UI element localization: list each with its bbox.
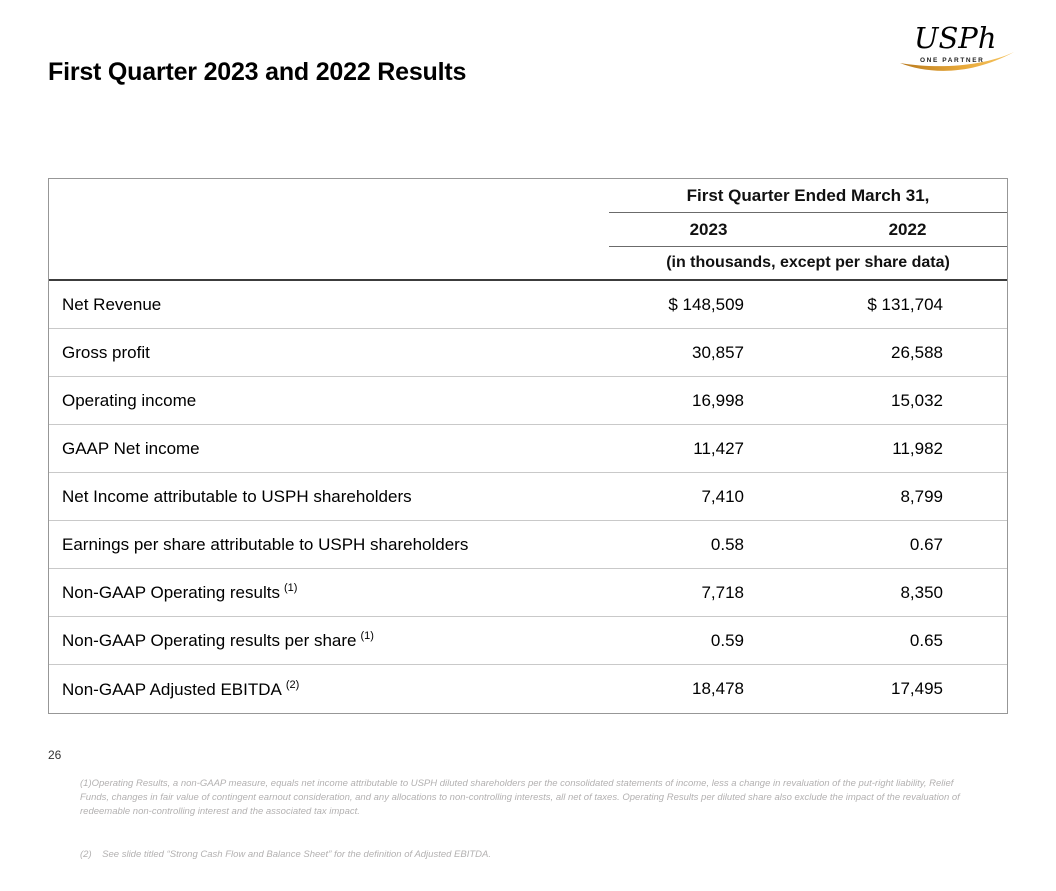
row-value-2022: 17,495 bbox=[891, 679, 943, 698]
row-label: Operating income bbox=[49, 390, 609, 411]
logo-tagline: ONE PARTNER bbox=[920, 57, 985, 64]
column-header-2023: 2023 bbox=[609, 213, 808, 247]
row-label-text: Gross profit bbox=[62, 343, 150, 362]
row-label-text: Non-GAAP Adjusted EBITDA bbox=[62, 679, 282, 699]
row-value-2022: 0.65 bbox=[909, 630, 943, 650]
row-label-text: Earnings per share attributable to USPH … bbox=[62, 535, 469, 554]
row-value-2023: 18,478 bbox=[692, 679, 744, 698]
row-value-2022: 11,982 bbox=[892, 438, 943, 458]
row-label-text: Non-GAAP Operating results bbox=[62, 583, 280, 602]
row-label: Non-GAAP Operating results per share (1) bbox=[49, 630, 609, 651]
row-value-2022: 26,588 bbox=[891, 342, 943, 362]
footnote-1: (1)Operating Results, a non-GAAP measure… bbox=[80, 777, 963, 818]
units-note: (in thousands, except per share data) bbox=[666, 254, 950, 271]
table-row-net-income-attributable: Net Income attributable to USPH sharehol… bbox=[49, 473, 1007, 521]
row-value-2023: 16,998 bbox=[692, 390, 744, 410]
table-header-period-row: First Quarter Ended March 31, bbox=[49, 179, 1007, 213]
row-value-2022: 15,032 bbox=[891, 390, 943, 410]
slide-footer: 26 (1)Operating Results, a non-GAAP meas… bbox=[48, 748, 1010, 891]
row-value-2022: 8,350 bbox=[900, 582, 943, 602]
row-value-2023: 11,427 bbox=[693, 438, 744, 458]
footnote-ref: (2) bbox=[285, 678, 300, 691]
logo-brand-text: USPh bbox=[914, 21, 997, 55]
table-row-nongaap-operating-results: Non-GAAP Operating results (1) 7,718 8,35… bbox=[49, 569, 1007, 617]
footnote-2: (2) See slide titled “Strong Cash Flow a… bbox=[80, 848, 492, 860]
row-label-text: Net Income attributable to USPH sharehol… bbox=[62, 487, 412, 506]
row-label-text: Operating income bbox=[62, 391, 197, 410]
row-value-2023: 7,718 bbox=[701, 582, 744, 602]
row-label: Non-GAAP Operating results (1) bbox=[49, 582, 609, 603]
row-value-2022: 8,799 bbox=[900, 486, 943, 506]
table-row-nongaap-adjusted-ebitda: Non-GAAP Adjusted EBITDA (2) 18,478 17,49… bbox=[49, 665, 1007, 713]
table-row-gaap-net-income: GAAP Net income 11,427 11,982 bbox=[49, 425, 1007, 473]
row-label-text: Net Revenue bbox=[62, 295, 162, 314]
row-label: Earnings per share attributable to USPH … bbox=[49, 534, 609, 555]
table-row-gross-profit: Gross profit 30,857 26,588 bbox=[49, 329, 1007, 377]
row-label: Net Revenue bbox=[49, 294, 609, 315]
table-header-units-row: (in thousands, except per share data) bbox=[49, 247, 1007, 281]
usph-logo: USPh ONE PARTNER bbox=[898, 24, 1016, 84]
table-row-nongaap-operating-results-per-share: Non-GAAP Operating results per share (1) … bbox=[49, 617, 1007, 665]
row-label-text: Non-GAAP Operating results per share bbox=[62, 631, 357, 650]
row-value-2023: $ 148,509 bbox=[668, 294, 744, 314]
row-label-text: GAAP Net income bbox=[62, 439, 200, 458]
table-header-years-row: 2023 2022 bbox=[49, 213, 1007, 247]
row-value-2023: 30,857 bbox=[692, 342, 744, 362]
row-value-2023: 0.58 bbox=[710, 534, 744, 554]
results-table: First Quarter Ended March 31, 2023 2022 … bbox=[48, 178, 1008, 714]
row-value-2022: 0.67 bbox=[909, 534, 943, 554]
table-row-operating-income: Operating income 16,998 15,032 bbox=[49, 377, 1007, 425]
row-label: Non-GAAP Adjusted EBITDA (2) bbox=[49, 679, 609, 700]
column-header-2022: 2022 bbox=[808, 213, 1007, 247]
row-label: Net Income attributable to USPH sharehol… bbox=[49, 486, 609, 507]
row-value-2022: $ 131,704 bbox=[867, 294, 943, 314]
footnote-ref: (1) bbox=[283, 582, 298, 594]
row-label: Gross profit bbox=[49, 342, 609, 363]
period-header: First Quarter Ended March 31, bbox=[609, 179, 1007, 213]
row-value-2023: 0.59 bbox=[710, 630, 744, 650]
footnote-ref: (1) bbox=[360, 630, 374, 642]
page-title: First Quarter 2023 and 2022 Results bbox=[48, 58, 467, 86]
row-value-2023: 7,410 bbox=[701, 486, 744, 506]
table-row-eps-attributable: Earnings per share attributable to USPH … bbox=[49, 521, 1007, 569]
table-row-net-revenue: Net Revenue $ 148,509 $ 131,704 bbox=[49, 281, 1007, 329]
logo-swoosh-icon bbox=[900, 52, 1014, 71]
footnotes-block: (1)Operating Results, a non-GAAP measure… bbox=[80, 748, 980, 891]
page-number: 26 bbox=[48, 748, 62, 762]
row-label: GAAP Net income bbox=[49, 438, 609, 459]
